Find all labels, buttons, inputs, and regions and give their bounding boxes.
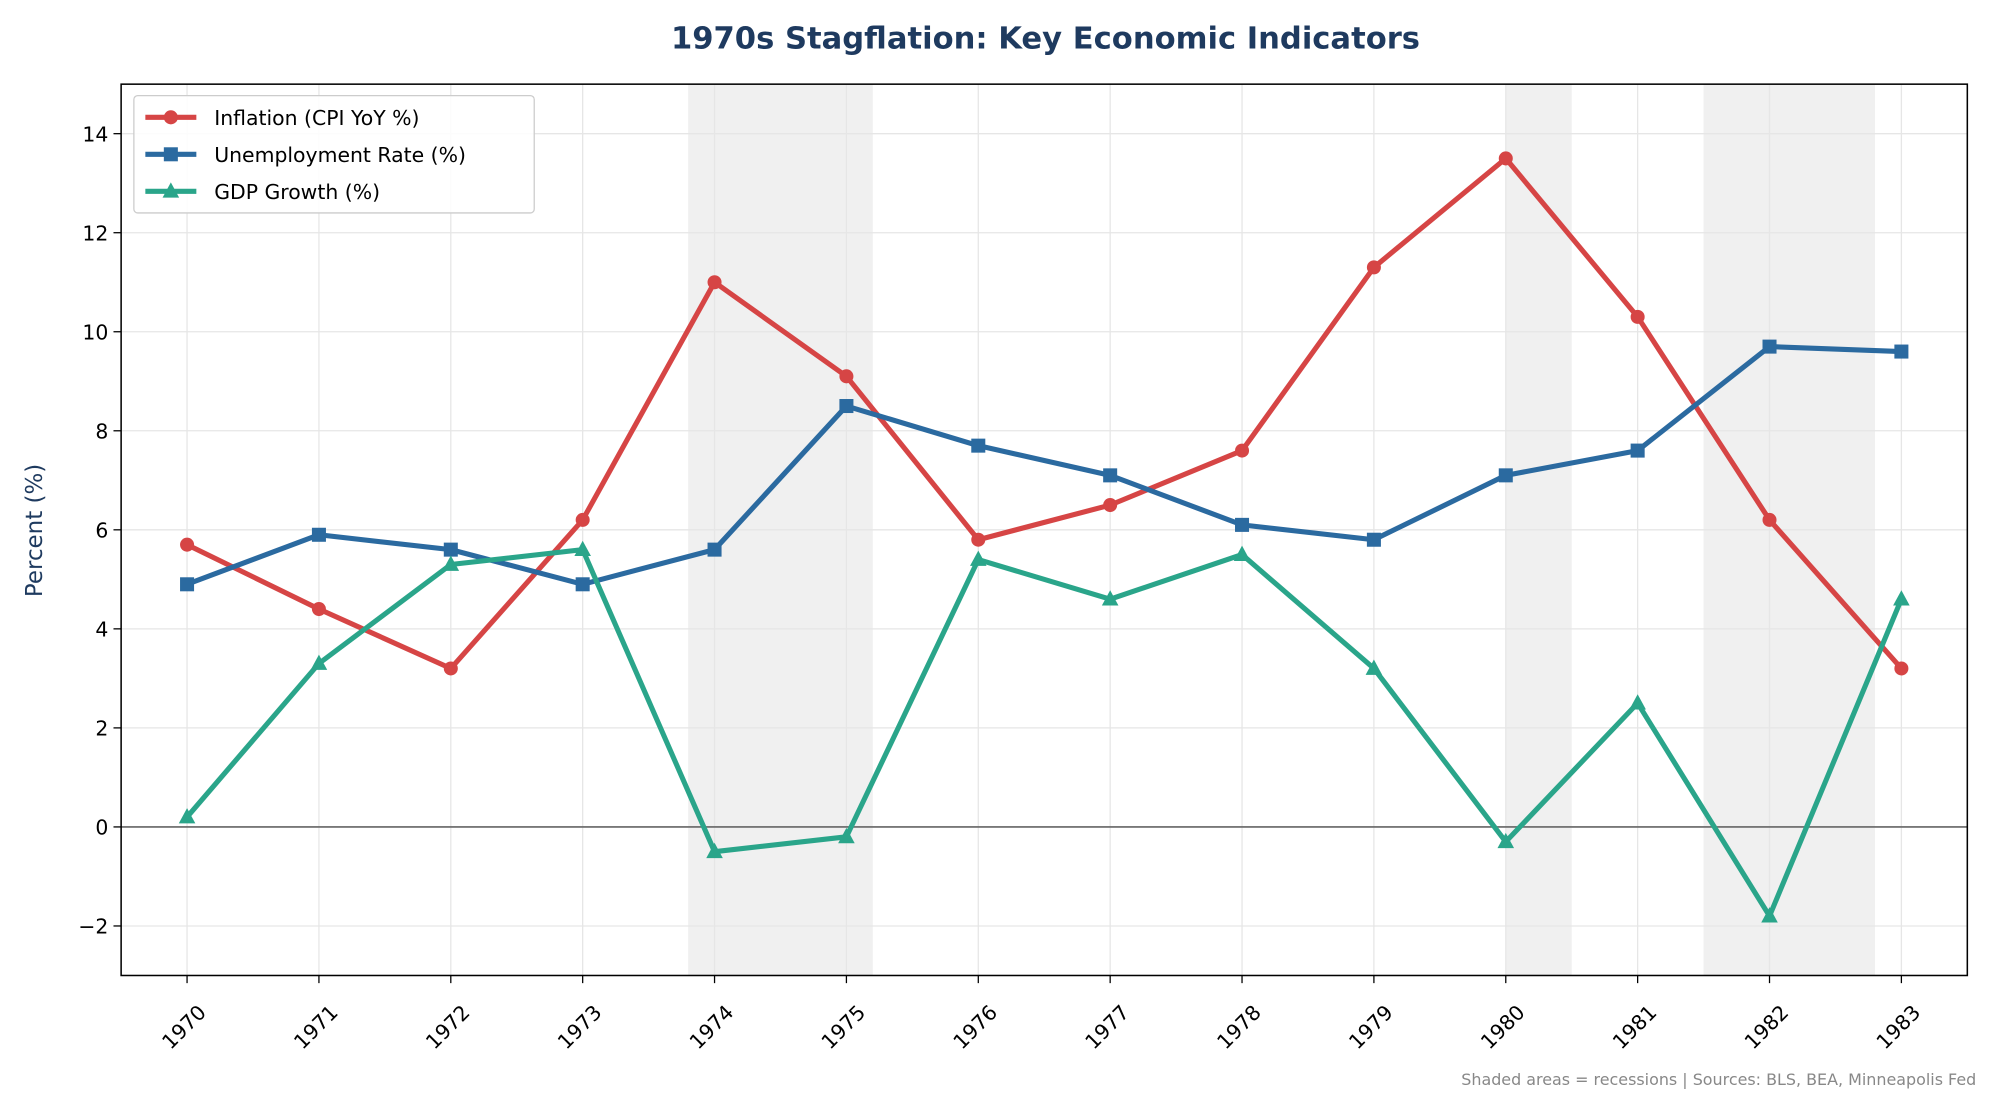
- data-point: [1365, 659, 1383, 675]
- y-tick-label: 8: [95, 419, 108, 443]
- series-group: [178, 151, 1910, 923]
- series-line: [185, 547, 1904, 919]
- data-point: [1498, 468, 1513, 483]
- x-tick-label: 1976: [948, 1000, 1002, 1054]
- x-tick-label: 1980: [1476, 1000, 1530, 1054]
- y-tick-label: 6: [95, 518, 108, 542]
- x-tick-label: 1971: [289, 1000, 343, 1054]
- data-point: [1366, 260, 1381, 275]
- x-tick-label: 1982: [1740, 1000, 1794, 1054]
- data-point: [1101, 590, 1119, 606]
- footnote: Shaded areas = recessions | Sources: BLS…: [1461, 1070, 1976, 1089]
- x-tick-label: 1983: [1872, 1000, 1926, 1054]
- data-point: [311, 602, 326, 617]
- y-tick-label: 2: [95, 717, 108, 741]
- y-tick-label: 4: [95, 618, 108, 642]
- data-point: [1762, 339, 1777, 354]
- series-line: [185, 155, 1904, 672]
- data-point: [1893, 590, 1910, 606]
- y-tick-label: 0: [95, 816, 108, 840]
- legend-label: Inflation (CPI YoY %): [214, 106, 419, 130]
- data-point: [1629, 694, 1646, 710]
- x-tick-label: 1979: [1344, 1000, 1398, 1054]
- data-point: [163, 147, 178, 162]
- data-point: [971, 532, 986, 547]
- data-point: [707, 542, 722, 557]
- data-point: [180, 577, 195, 592]
- data-point: [1630, 443, 1645, 458]
- data-point: [1497, 832, 1515, 849]
- series-line: [186, 344, 1902, 587]
- legend-label: GDP Growth (%): [214, 180, 380, 204]
- legend-box: [133, 94, 535, 214]
- legend-label: Unemployment Rate (%): [214, 143, 466, 167]
- data-point: [970, 550, 987, 566]
- data-point: [839, 369, 854, 384]
- data-point: [180, 537, 195, 552]
- data-point: [575, 512, 590, 527]
- data-point: [162, 182, 180, 198]
- data-point: [311, 527, 326, 542]
- data-point: [1894, 661, 1909, 676]
- x-tick-label: 1973: [553, 1000, 607, 1054]
- x-tick-label: 1981: [1608, 1000, 1662, 1054]
- data-point: [575, 577, 590, 592]
- data-point: [707, 275, 722, 290]
- x-tick-label: 1972: [421, 1000, 475, 1054]
- x-tick-label: 1978: [1212, 1000, 1266, 1054]
- data-point: [442, 555, 460, 571]
- data-point: [1762, 512, 1777, 527]
- data-point: [1103, 468, 1118, 483]
- data-point: [1366, 532, 1381, 547]
- data-point: [310, 654, 328, 670]
- y-tick-label: 14: [82, 122, 108, 146]
- series-unemployment-rate-: [180, 339, 1909, 592]
- y-axis-label: Percent (%): [22, 464, 48, 597]
- data-point: [1894, 344, 1909, 359]
- x-tick-label: 1970: [157, 1000, 211, 1054]
- data-point: [1498, 151, 1513, 166]
- data-point: [574, 540, 591, 557]
- data-point: [1233, 545, 1251, 561]
- data-point: [178, 808, 196, 824]
- data-point: [1761, 907, 1778, 923]
- legend: Inflation (CPI YoY %) Unemployment Rate (…: [133, 94, 535, 214]
- y-tick-label: −2: [78, 915, 108, 939]
- data-point: [443, 542, 458, 557]
- x-tick-label: 1977: [1080, 1000, 1134, 1054]
- y-tick-label: 10: [82, 320, 108, 344]
- x-tick-label: 1974: [685, 1000, 739, 1054]
- data-point: [163, 110, 178, 125]
- data-point: [1103, 498, 1118, 513]
- data-point: [706, 842, 723, 859]
- data-point: [971, 438, 986, 453]
- data-point: [839, 399, 854, 414]
- y-tick-label: 12: [82, 221, 108, 245]
- chart-title: 1970s Stagflation: Key Economic Indicato…: [671, 21, 1420, 56]
- grid: [121, 84, 1968, 976]
- x-tick-label: 1975: [817, 1000, 871, 1054]
- data-point: [443, 661, 458, 676]
- series-inflation-cpi-yoy-: [180, 151, 1909, 676]
- series-gdp-growth-: [178, 540, 1910, 923]
- axes: 1970 1971 1972 1973 1974 1975 1976 1977 1978 1979…: [78, 122, 1925, 1054]
- data-point: [1630, 309, 1645, 324]
- data-point: [838, 827, 855, 844]
- data-point: [1235, 443, 1250, 458]
- data-point: [1235, 517, 1250, 532]
